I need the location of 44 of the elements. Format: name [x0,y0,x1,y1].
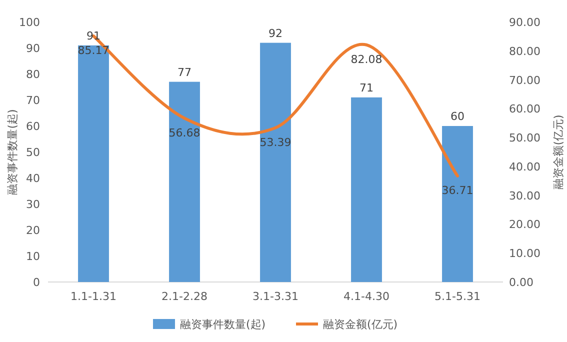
y2-tick-label: 50.00 [509,132,540,145]
y-tick-label: 30 [26,198,40,211]
y-tick-label: 90 [26,42,40,55]
y2-tick-label: 90.00 [509,16,540,29]
y-tick-label: 70 [26,94,40,107]
data-label: 77 [178,66,192,79]
legend-label: 融资金额(亿元) [323,318,398,331]
data-label: 53.39 [260,136,292,149]
y-tick-label: 50 [26,146,40,159]
y2-tick-label: 80.00 [509,44,540,58]
x-tick-label: 3.1-3.31 [252,290,298,303]
bar [169,82,200,282]
y-tick-label: 40 [26,172,40,185]
y2-axis-title: 融资金额(亿元) [552,114,565,190]
y-tick-label: 0 [33,276,40,289]
legend-label: 融资事件数量(起) [180,318,266,331]
y-tick-label: 80 [26,68,40,81]
data-label: 36.71 [442,184,474,197]
x-tick-label: 1.1-1.31 [70,290,116,303]
bar [442,126,473,282]
y2-tick-label: 0.00 [509,276,534,289]
y2-tick-label: 30.00 [509,189,540,202]
y-tick-label: 20 [26,224,40,237]
x-tick-label: 5.1-5.31 [434,290,480,303]
data-label: 71 [360,81,374,94]
bar [260,42,291,282]
bar [78,45,109,282]
y2-tick-label: 40.00 [509,160,540,174]
data-label: 92 [268,26,282,40]
data-label: 56.68 [168,126,200,140]
x-tick-label: 4.1-4.30 [344,290,390,303]
y2-tick-label: 60.00 [509,102,540,116]
x-tick-label: 2.1-2.28 [162,290,208,303]
y-tick-label: 10 [26,250,40,263]
data-label: 60 [450,110,464,123]
y-tick-label: 100 [19,16,40,29]
bar [351,97,382,282]
data-label: 82.08 [350,52,382,66]
y2-tick-label: 20.00 [509,218,540,232]
y-axis-title: 融资事件数量(起) [6,109,19,195]
y-tick-label: 60 [26,120,40,133]
y2-tick-label: 70.00 [509,74,540,87]
y2-tick-label: 10.00 [509,247,540,260]
data-label: 91 [86,29,100,42]
